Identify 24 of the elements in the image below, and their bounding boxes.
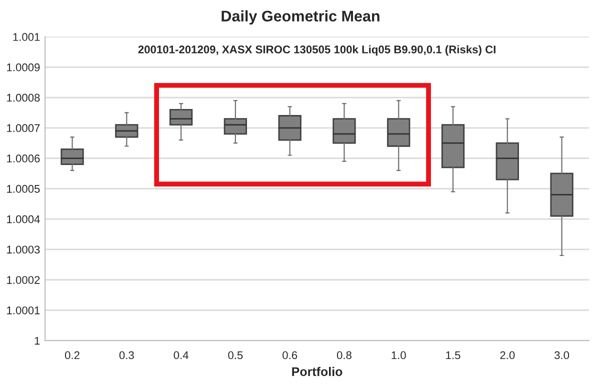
y-tick-label: 1.0005	[7, 184, 40, 193]
y-tick-label: 1.0002	[7, 276, 40, 284]
chart-title: Daily Geometric Mean	[222, 10, 380, 25]
y-tick-label: 1.0001	[7, 306, 40, 314]
x-axis-title: Portfolio	[292, 366, 342, 376]
x-tick-label: 0.8	[336, 351, 352, 360]
annotation: 200101-201209, XASX SIROC 130505 100k Liq05 B9.90,0.1 (Risks) CI	[138, 45, 496, 56]
y-tick-label: 1.0008	[7, 94, 40, 102]
y-tick-label: 1.001	[13, 33, 40, 41]
x-tick-label: 0.2	[64, 351, 80, 360]
y-tick-label: 1.0004	[7, 215, 40, 224]
x-tick-label: 1.0	[392, 351, 406, 360]
y-tick-label: 1.0007	[7, 124, 40, 132]
y-tick-label: 1.0006	[7, 154, 40, 162]
x-tick-label: 0.3	[119, 351, 134, 360]
x-tick-label: 3.0	[554, 351, 570, 360]
y-tick-label: 1	[34, 336, 40, 345]
x-tick-label: 1.5	[446, 351, 460, 360]
x-tick-label: 2.0	[500, 351, 515, 360]
x-tick-label: 0.6	[282, 351, 298, 360]
x-tick-label: 0.5	[228, 351, 243, 360]
y-tick-label: 1.0009	[7, 63, 40, 72]
x-tick-label: 0.4	[174, 351, 188, 360]
y-tick-label: 1.0003	[7, 246, 40, 254]
